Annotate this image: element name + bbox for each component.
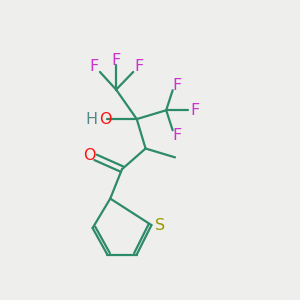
Text: O: O xyxy=(99,112,112,127)
Text: F: F xyxy=(173,128,182,143)
Text: F: F xyxy=(134,59,143,74)
Text: S: S xyxy=(155,218,165,232)
Text: F: F xyxy=(112,53,121,68)
Text: O: O xyxy=(83,148,95,164)
Text: F: F xyxy=(190,103,200,118)
Text: F: F xyxy=(89,59,99,74)
Text: H: H xyxy=(85,112,98,127)
Text: F: F xyxy=(173,78,182,93)
